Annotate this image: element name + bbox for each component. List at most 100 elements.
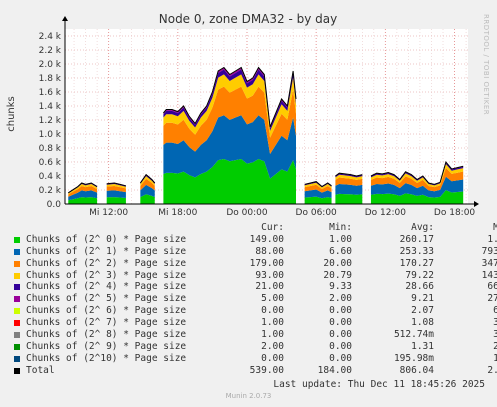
legend-min: 0.00: [329, 317, 352, 329]
legend-avg: 9.21: [411, 293, 434, 305]
y-axis-arrow: [62, 16, 68, 21]
legend-avg: 1.31: [411, 340, 434, 352]
legend-row: Chunks of (2^ 4) * Page size 21.00 9.33 28.…: [12, 281, 497, 293]
area-series: [140, 194, 155, 204]
legend-row: Chunks of (2^ 5) * Page size 5.00 2.00 9.21…: [12, 293, 497, 305]
area-series: [370, 176, 464, 198]
header-cur: Cur:: [261, 222, 284, 233]
chart-title: Node 0, zone DMA32 - by day: [159, 12, 337, 26]
legend-min: 20.79: [323, 269, 352, 281]
y-tick-label: 0.2 k: [39, 186, 62, 196]
area-series: [335, 174, 363, 180]
area-series: [140, 184, 155, 198]
area-series: [68, 184, 98, 195]
legend-series-name: Chunks of (2^ 4) * Page size: [26, 281, 187, 293]
legend-series-name: Total: [26, 364, 55, 376]
legend-row: Chunks of (2^ 2) * Page size 179.00 20.00 1…: [12, 257, 497, 270]
area-series: [335, 177, 363, 186]
area-series: [335, 173, 363, 178]
legend-min: 0.00: [329, 329, 352, 341]
legend-swatch: [14, 332, 20, 339]
area-series: [304, 189, 332, 199]
x-tick-label: Mi 18:00: [158, 208, 197, 218]
munin-version: Munin 2.0.73: [225, 392, 272, 400]
legend-row: Chunks of (2^ 3) * Page size 93.00 20.79 79…: [12, 269, 497, 282]
legend-max: 3.00: [493, 329, 497, 341]
y-tick-label: 0.4 k: [39, 172, 62, 182]
y-tick-label: 1.2 k: [39, 116, 62, 126]
legend-min: 1.00: [329, 233, 352, 245]
total-line: [67, 182, 98, 194]
legend-max: 2.00: [493, 340, 497, 352]
legend-min: 20.00: [323, 257, 352, 269]
area-series: [304, 196, 332, 204]
legend-avg: 79.22: [405, 269, 434, 281]
legend-row: Chunks of (2^ 0) * Page size 149.00 1.00 26…: [12, 233, 497, 246]
legend-swatch: [14, 260, 20, 267]
area-series: [106, 190, 126, 198]
legend-cur: 2.00: [261, 340, 284, 352]
legend-series-name: Chunks of (2^ 1) * Page size: [26, 245, 187, 257]
legend-swatch: [14, 272, 20, 279]
legend-max: 3.00: [493, 317, 497, 329]
legend-min: 9.33: [329, 281, 352, 293]
area-series: [370, 162, 464, 186]
x-tick-label: Do 00:00: [226, 208, 268, 218]
legend-swatch: [14, 248, 20, 255]
rrdtool-side-label: RRDTOOL / TOBI OETIKER: [482, 14, 490, 115]
legend-row: Chunks of (2^ 6) * Page size 0.00 0.00 2.07…: [12, 305, 497, 317]
x-tick-label: Do 18:00: [434, 208, 476, 218]
area-series: [304, 182, 332, 189]
legend-series-name: Chunks of (2^ 8) * Page size: [26, 329, 187, 341]
area-series: [106, 185, 126, 193]
legend-min: 0.00: [329, 352, 352, 364]
legend-row: Chunks of (2^ 8) * Page size 1.00 0.00 512.…: [12, 329, 497, 341]
legend-swatch: [14, 355, 20, 362]
legend-min: 0.00: [329, 305, 352, 317]
area-series: [68, 197, 98, 204]
legend-swatch: [14, 296, 20, 303]
legend-max: 347.48: [481, 257, 497, 269]
area-series: [335, 193, 363, 204]
total-line: [163, 66, 297, 128]
legend-cur: 21.00: [255, 281, 284, 293]
area-series: [163, 86, 296, 154]
legend-max: 66.00: [487, 281, 497, 293]
legend-cur: 93.00: [255, 269, 284, 281]
area-series: [106, 197, 126, 204]
legend-row: Chunks of (2^ 1) * Page size 88.00 6.60 253…: [12, 245, 497, 258]
stacked-areas: [67, 66, 464, 204]
area-series: [163, 74, 296, 138]
area-series: [140, 178, 155, 191]
legend-avg: 195.98m: [393, 352, 434, 364]
legend-row: Chunks of (2^ 7) * Page size 1.00 0.00 1.08…: [12, 317, 497, 329]
legend-swatch: [14, 284, 20, 291]
legend-cur: 149.00: [249, 233, 284, 245]
legend-min: 184.00: [317, 364, 352, 376]
area-series: [163, 115, 296, 179]
legend-series-name: Chunks of (2^ 7) * Page size: [26, 317, 187, 329]
legend-cur: 0.00: [261, 305, 284, 317]
legend-cur: 539.00: [249, 364, 284, 376]
y-tick-label: 2.2 k: [39, 46, 62, 56]
area-series: [68, 185, 98, 197]
legend-avg: 253.33: [399, 245, 434, 257]
area-series: [304, 181, 332, 188]
total-line: [304, 181, 332, 188]
legend-series-name: Chunks of (2^ 2) * Page size: [26, 257, 187, 269]
area-series: [163, 158, 296, 204]
legend-min: 0.00: [329, 340, 352, 352]
legend-swatch: [14, 343, 20, 350]
legend-avg: 1.08: [411, 317, 434, 329]
area-series: [304, 184, 332, 193]
legend-avg: 512.74m: [393, 329, 434, 341]
y-tick-label: 1.8 k: [39, 74, 62, 84]
legend-series-name: Chunks of (2^ 3) * Page size: [26, 269, 187, 281]
legend-avg: 28.66: [405, 281, 434, 293]
y-tick-label: 0.8 k: [39, 144, 62, 154]
legend-avg: 170.27: [399, 257, 434, 269]
total-line: [370, 160, 464, 185]
legend-cur: 1.00: [261, 317, 284, 329]
total-line: [106, 182, 127, 187]
x-axis-arrow: [474, 201, 479, 207]
